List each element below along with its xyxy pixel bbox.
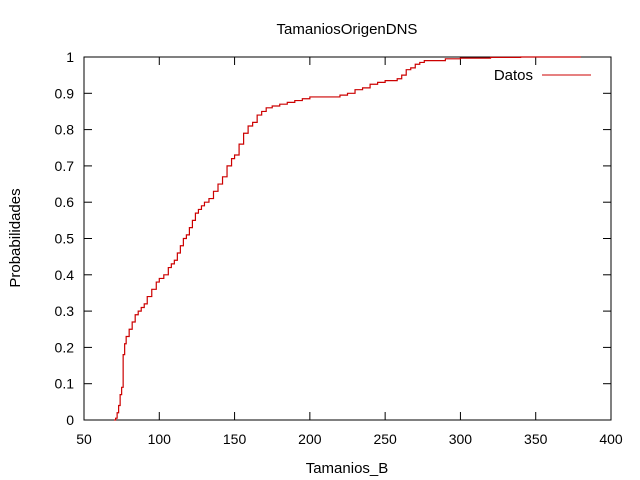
series-line-datos (114, 56, 581, 421)
x-axis-ticks: 50 100 150 200 250 300 350 400 (76, 57, 623, 447)
x-tick-label: 150 (223, 431, 247, 447)
x-tick-label: 50 (76, 431, 92, 447)
y-tick-label: 0.4 (55, 267, 75, 283)
plot-frame (83, 56, 612, 421)
y-tick-label: 0.3 (55, 303, 75, 319)
x-tick-label: 250 (373, 431, 397, 447)
y-tick-label: 0.2 (55, 339, 75, 355)
legend-label-datos: Datos (494, 67, 533, 84)
x-tick-label: 200 (298, 431, 322, 447)
y-axis-label: Probabilidades (7, 188, 24, 287)
x-tick-label: 400 (599, 431, 623, 447)
series-layer (114, 56, 581, 421)
plot-frame-group (83, 56, 612, 421)
chart-title: TamaniosOrigenDNS (277, 21, 418, 38)
x-tick-label: 300 (449, 431, 473, 447)
legend: Datos (494, 67, 591, 84)
y-tick-label: 0.8 (55, 122, 75, 138)
y-tick-label: 0.7 (55, 158, 75, 174)
y-tick-label: 0 (66, 412, 74, 428)
x-tick-label: 350 (524, 431, 548, 447)
y-tick-label: 0.1 (55, 376, 75, 392)
y-tick-label: 0.5 (55, 231, 75, 247)
y-tick-label: 0.6 (55, 194, 75, 210)
y-tick-label: 1 (66, 49, 74, 65)
x-tick-label: 100 (148, 431, 172, 447)
x-axis-label: Tamanios_B (306, 460, 389, 477)
y-tick-label: 0.9 (55, 85, 75, 101)
y-axis-ticks: 0 0.1 0.2 0.3 0.4 0.5 0.6 0.7 0.8 0.9 1 (55, 49, 611, 428)
